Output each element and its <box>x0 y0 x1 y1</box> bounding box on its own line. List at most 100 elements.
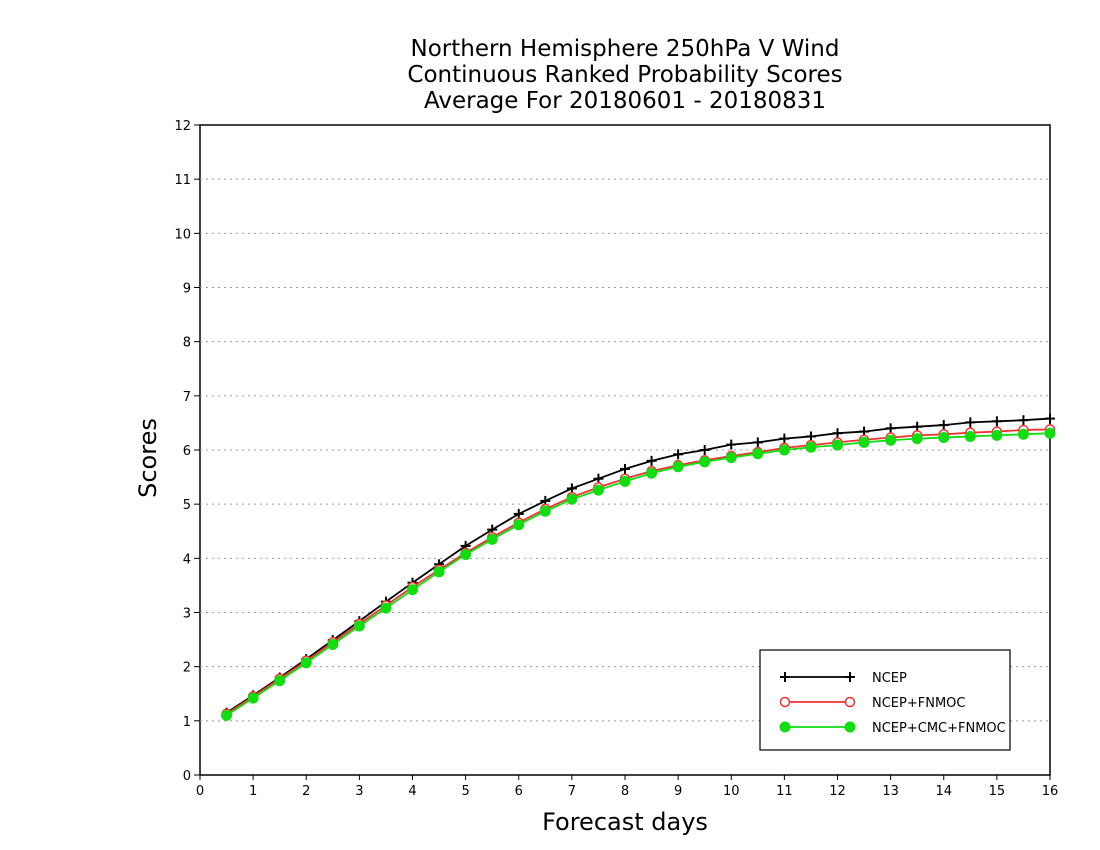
chart-title-line-2: Continuous Ranked Probability Scores <box>407 62 843 88</box>
data-point <box>965 417 976 428</box>
legend-label: NCEP+FNMOC <box>872 696 965 711</box>
data-point <box>221 709 233 721</box>
data-point <box>858 436 870 448</box>
data-point <box>619 475 631 487</box>
data-point <box>938 432 950 444</box>
data-point <box>832 428 843 439</box>
data-point <box>486 533 498 545</box>
x-tick-label: 3 <box>355 784 363 799</box>
data-point <box>513 519 525 531</box>
y-tick-label: 9 <box>183 282 191 297</box>
data-point <box>779 433 790 444</box>
data-point <box>433 566 445 578</box>
data-point <box>938 420 949 431</box>
x-tick-label: 8 <box>621 784 629 799</box>
legend-marker <box>844 721 856 733</box>
legend-marker <box>844 696 856 708</box>
y-tick-label: 8 <box>183 336 191 351</box>
data-point <box>247 692 259 704</box>
data-point <box>380 602 392 614</box>
y-tick-label: 10 <box>174 227 191 242</box>
x-tick-label: 12 <box>829 784 846 799</box>
x-tick-label: 10 <box>723 784 740 799</box>
data-point <box>300 657 312 669</box>
x-tick-label: 9 <box>674 784 682 799</box>
data-point <box>752 448 764 460</box>
x-tick-label: 7 <box>568 784 576 799</box>
x-tick-label: 13 <box>882 784 899 799</box>
data-point <box>912 421 923 432</box>
y-tick-label: 1 <box>183 715 191 730</box>
y-tick-label: 12 <box>174 119 191 134</box>
data-point <box>726 439 737 450</box>
data-point <box>460 549 472 561</box>
data-point <box>566 493 578 505</box>
y-tick-label: 2 <box>183 661 191 676</box>
data-point <box>699 445 710 455</box>
data-point <box>646 467 658 479</box>
grid-lines <box>200 178 1050 722</box>
y-tick-label: 6 <box>183 444 191 459</box>
data-point <box>593 473 604 484</box>
data-point <box>620 463 630 474</box>
data-point <box>327 638 339 650</box>
series-group <box>221 413 1056 721</box>
data-point <box>885 423 896 434</box>
data-point <box>725 452 737 464</box>
data-point <box>274 675 286 687</box>
x-tick-label: 5 <box>461 784 469 799</box>
series-2 <box>221 427 1056 721</box>
data-point <box>1044 427 1056 439</box>
chart-title-line-3: Average For 20180601 - 20180831 <box>423 88 827 114</box>
data-point <box>964 430 976 442</box>
x-tick-label: 16 <box>1042 784 1059 799</box>
legend-box <box>759 649 1011 751</box>
x-tick-label: 6 <box>515 784 523 799</box>
data-point <box>592 484 604 496</box>
x-axis-label: Forecast days <box>542 808 708 836</box>
legend-marker <box>779 696 791 708</box>
data-point <box>646 455 657 466</box>
y-tick-label: 7 <box>183 390 191 405</box>
x-tick-label: 4 <box>408 784 416 799</box>
data-point <box>805 431 816 442</box>
data-point <box>1045 413 1055 424</box>
x-tick-label: 14 <box>935 784 952 799</box>
data-point <box>1017 428 1029 440</box>
data-point <box>513 508 524 519</box>
legend-marker <box>845 672 855 682</box>
x-tick-label: 11 <box>776 784 793 799</box>
data-point <box>885 434 897 446</box>
legend: NCEP NCEP+FNMOC NCEP+CMC+FNMOC <box>759 649 1011 751</box>
data-point <box>1018 415 1029 426</box>
data-point <box>566 483 577 494</box>
y-tick-label: 5 <box>183 498 191 513</box>
data-point <box>539 505 551 517</box>
x-tick-label: 15 <box>989 784 1006 799</box>
data-point <box>805 441 817 453</box>
y-tick-label: 3 <box>183 607 191 622</box>
x-tick-label: 2 <box>302 784 310 799</box>
data-point <box>778 444 790 456</box>
data-point <box>752 437 763 448</box>
y-tick-label: 11 <box>174 173 191 188</box>
y-tick-label: 0 <box>183 769 191 784</box>
chart-title-line-1: Northern Hemisphere 250hPa V Wind <box>410 36 840 62</box>
x-tick-label: 1 <box>249 784 257 799</box>
legend-label: NCEP <box>872 671 907 686</box>
legend-marker <box>779 721 791 733</box>
legend-marker <box>780 672 790 682</box>
data-point <box>673 449 684 460</box>
data-point <box>353 620 365 632</box>
data-point <box>407 584 418 596</box>
data-point <box>832 439 843 451</box>
legend-label: NCEP+CMC+FNMOC <box>872 721 1006 736</box>
data-point <box>991 416 1002 427</box>
data-point <box>699 456 711 468</box>
y-axis-label: Scores <box>134 418 162 498</box>
x-tick-label: 0 <box>196 784 204 799</box>
data-point <box>672 461 684 473</box>
data-point <box>991 429 1003 441</box>
